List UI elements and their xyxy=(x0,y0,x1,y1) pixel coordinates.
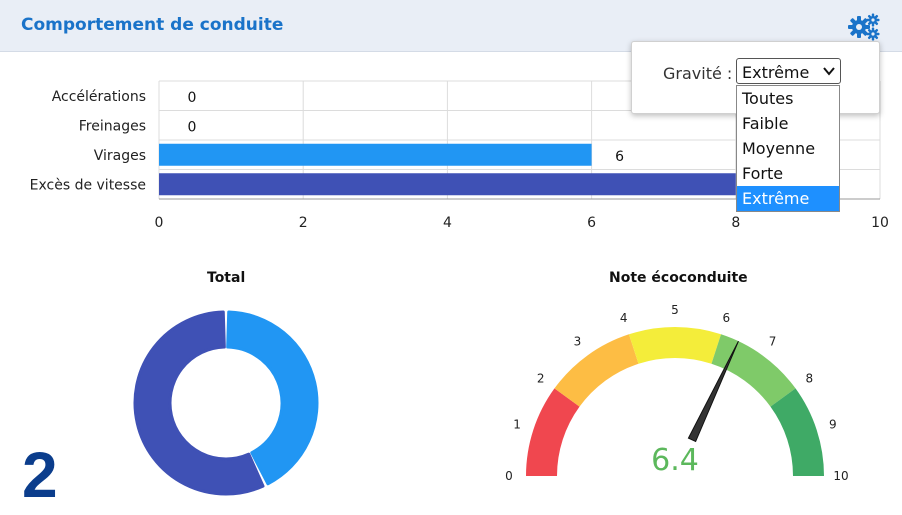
donut-slice[interactable] xyxy=(226,310,319,486)
severity-option[interactable]: Extrême xyxy=(737,186,839,211)
donut-slice[interactable] xyxy=(133,310,265,496)
gauge-tick-label: 4 xyxy=(620,311,628,325)
gauge-band xyxy=(526,388,580,476)
eco-score-title: Note écoconduite xyxy=(609,270,748,286)
chevron-down-icon xyxy=(823,67,835,76)
bar-data-label: 0 xyxy=(188,90,197,106)
gauge-tick-label: 7 xyxy=(769,335,777,349)
gauge-tick-label: 6 xyxy=(722,311,730,325)
gauge-tick-label: 1 xyxy=(513,418,521,432)
gauge-band xyxy=(770,388,824,476)
gauge-tick-label: 3 xyxy=(574,335,582,349)
gauge-band xyxy=(554,334,639,407)
gauge-tick-label: 0 xyxy=(505,469,513,483)
gauge-band xyxy=(628,327,722,364)
total-count: 2 xyxy=(22,439,58,511)
gears-icon[interactable] xyxy=(848,12,882,42)
severity-option[interactable]: Faible xyxy=(742,114,789,133)
severity-dropdown-list: Toutes Faible Moyenne Forte Extrême xyxy=(736,85,840,212)
total-chart-title: Total xyxy=(207,270,246,286)
bar-x-tick-label: 6 xyxy=(587,215,596,231)
total-donut-chart xyxy=(133,310,319,496)
page-title: Comportement de conduite xyxy=(21,15,284,35)
bar-data-label: 6 xyxy=(615,149,624,165)
gauge-value-label: 6.4 xyxy=(651,443,699,478)
eco-score-gauge: 0 1 2 3 4 5 6 7 8 9 10 6.4 xyxy=(505,303,848,483)
gauge-tick-label: 9 xyxy=(829,418,837,432)
severity-option[interactable]: Moyenne xyxy=(742,139,816,158)
header-bar: Comportement de conduite xyxy=(0,0,902,52)
severity-option[interactable]: Forte xyxy=(742,164,784,183)
gauge-tick-label: 2 xyxy=(537,371,545,385)
gauge-tick-label: 10 xyxy=(833,469,848,483)
bar-x-tick-label: 10 xyxy=(871,215,889,231)
bar-x-tick-label: 8 xyxy=(731,215,740,231)
severity-label: Gravité : xyxy=(663,64,733,83)
bar[interactable] xyxy=(159,143,592,166)
bar-category-label: Accélérations xyxy=(52,89,146,105)
severity-select-value: Extrême xyxy=(742,63,810,82)
bar-x-tick-label: 2 xyxy=(299,215,308,231)
severity-select[interactable]: Extrême xyxy=(736,58,841,84)
bar-x-tick-label: 0 xyxy=(155,215,164,231)
bar-category-label: Freinages xyxy=(79,118,146,134)
severity-option[interactable]: Toutes xyxy=(742,89,794,108)
bar-data-label: 0 xyxy=(188,119,197,135)
gauge-tick-label: 5 xyxy=(671,303,679,317)
gauge-needle xyxy=(687,340,739,443)
bar-x-tick-label: 4 xyxy=(443,215,452,231)
gauge-tick-label: 8 xyxy=(805,371,813,385)
bar-category-label: Virages xyxy=(94,148,146,164)
behaviour-bar-chart: 0 2 4 6 8 10 Accélérations 0 Freinages 0 Virages 6 E… xyxy=(30,80,889,231)
bar-category-label: Excès de vitesse xyxy=(30,177,146,193)
bar[interactable] xyxy=(159,173,736,196)
